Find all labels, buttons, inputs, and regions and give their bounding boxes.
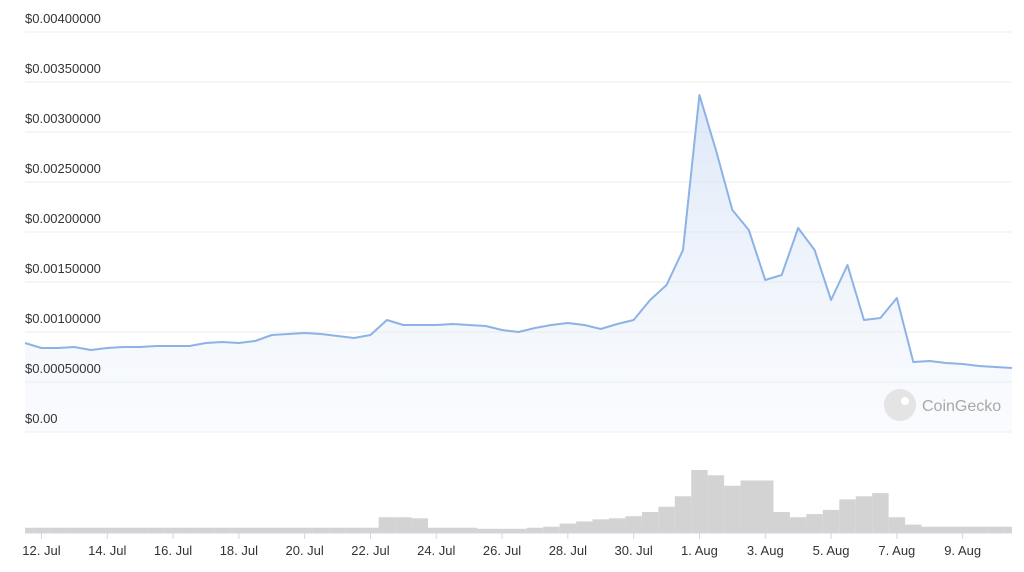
price-line	[24, 94, 1013, 369]
y-tick-label: $0.00200000	[25, 211, 101, 226]
volume-bar	[625, 516, 642, 533]
x-tick-label: 3. Aug	[747, 543, 784, 558]
volume-bar	[757, 480, 774, 533]
volume-bar	[855, 496, 873, 533]
x-tick-label: 9. Aug	[944, 543, 981, 558]
volume-bar	[345, 527, 363, 533]
x-tick-label: 20. Jul	[285, 543, 323, 558]
volume-bar	[131, 527, 149, 533]
volume-bar	[510, 528, 527, 533]
volume-bar	[477, 528, 494, 533]
x-tick-label: 14. Jul	[88, 543, 126, 558]
x-tick-label: 5. Aug	[813, 543, 850, 558]
y-tick-label: $0.00050000	[25, 361, 101, 376]
volume-bar	[937, 526, 955, 533]
x-tick-label: 26. Jul	[483, 543, 521, 558]
volume-bar	[872, 493, 889, 533]
volume-bar	[773, 512, 790, 533]
volume-bar	[428, 527, 445, 533]
volume-bar	[592, 519, 609, 533]
y-tick-label: $0.00150000	[25, 261, 101, 276]
volume-bar	[839, 499, 856, 533]
volume-bar	[279, 527, 297, 533]
y-tick-label: $0.00300000	[25, 111, 101, 126]
volume-bar	[1003, 526, 1012, 533]
volume-bar	[444, 527, 461, 533]
volume-bar	[559, 523, 577, 533]
volume-bar	[526, 527, 544, 533]
price-area	[25, 95, 1012, 432]
volume-bar	[411, 518, 429, 533]
volume-bar	[49, 527, 67, 533]
volume-bar	[460, 527, 478, 533]
x-tick-label: 30. Jul	[614, 543, 652, 558]
volume-bar	[230, 527, 248, 533]
volume-bar	[329, 527, 346, 533]
volume-bar	[658, 506, 675, 533]
watermark: CoinGecko	[884, 389, 1001, 421]
volume-bar	[296, 527, 313, 533]
volume-bar	[493, 528, 511, 533]
watermark-text: CoinGecko	[922, 398, 1001, 415]
volume-bar	[25, 527, 34, 533]
volume-bar	[691, 470, 708, 533]
volume-bar	[608, 518, 626, 533]
x-tick-label: 7. Aug	[878, 543, 915, 558]
volume-bar	[66, 527, 83, 533]
x-tick-label: 28. Jul	[549, 543, 587, 558]
volume-bar	[576, 521, 593, 533]
volume-bar	[263, 527, 280, 533]
volume-bar	[954, 526, 971, 533]
volume-bar	[99, 527, 116, 533]
volume-bar	[724, 485, 741, 533]
volume-bar	[197, 527, 215, 533]
volume-bar	[987, 526, 1004, 533]
watermark-logo	[884, 389, 916, 421]
volume-bar	[707, 475, 725, 533]
x-tick-label: 24. Jul	[417, 543, 455, 558]
y-tick-label: $0.00	[25, 411, 58, 426]
volume-bar	[740, 480, 758, 533]
volume-bar	[789, 517, 807, 533]
volume-bar	[33, 527, 50, 533]
volume-bar	[395, 517, 412, 533]
x-tick-label: 16. Jul	[154, 543, 192, 558]
volume-bar	[921, 526, 938, 533]
volume-bar	[181, 527, 198, 533]
x-tick-label: 18. Jul	[220, 543, 258, 558]
volume-bar	[970, 526, 988, 533]
volume-bar	[905, 524, 922, 533]
watermark-logo-eye	[901, 397, 909, 405]
y-tick-label: $0.00350000	[25, 61, 101, 76]
volume-bar	[312, 527, 330, 533]
volume-bar	[806, 514, 823, 533]
x-tick-label: 22. Jul	[351, 543, 389, 558]
y-tick-label: $0.00100000	[25, 311, 101, 326]
volume-bar	[115, 527, 132, 533]
y-tick-label: $0.00400000	[25, 11, 101, 26]
volume-bar	[164, 527, 182, 533]
volume-bar	[378, 517, 396, 533]
volume-bar	[362, 527, 379, 533]
volume-bar	[543, 526, 560, 533]
volume-bar	[247, 527, 264, 533]
y-tick-label: $0.00250000	[25, 161, 101, 176]
volume-bar	[148, 527, 165, 533]
x-tick-label: 12. Jul	[22, 543, 60, 558]
volume-bar	[674, 496, 692, 533]
volume-bar	[822, 509, 840, 533]
x-tick-label: 1. Aug	[681, 543, 718, 558]
volume-bar	[888, 517, 906, 533]
volume-bar	[214, 527, 231, 533]
volume-bar	[641, 512, 659, 533]
volume-bar	[82, 527, 100, 533]
